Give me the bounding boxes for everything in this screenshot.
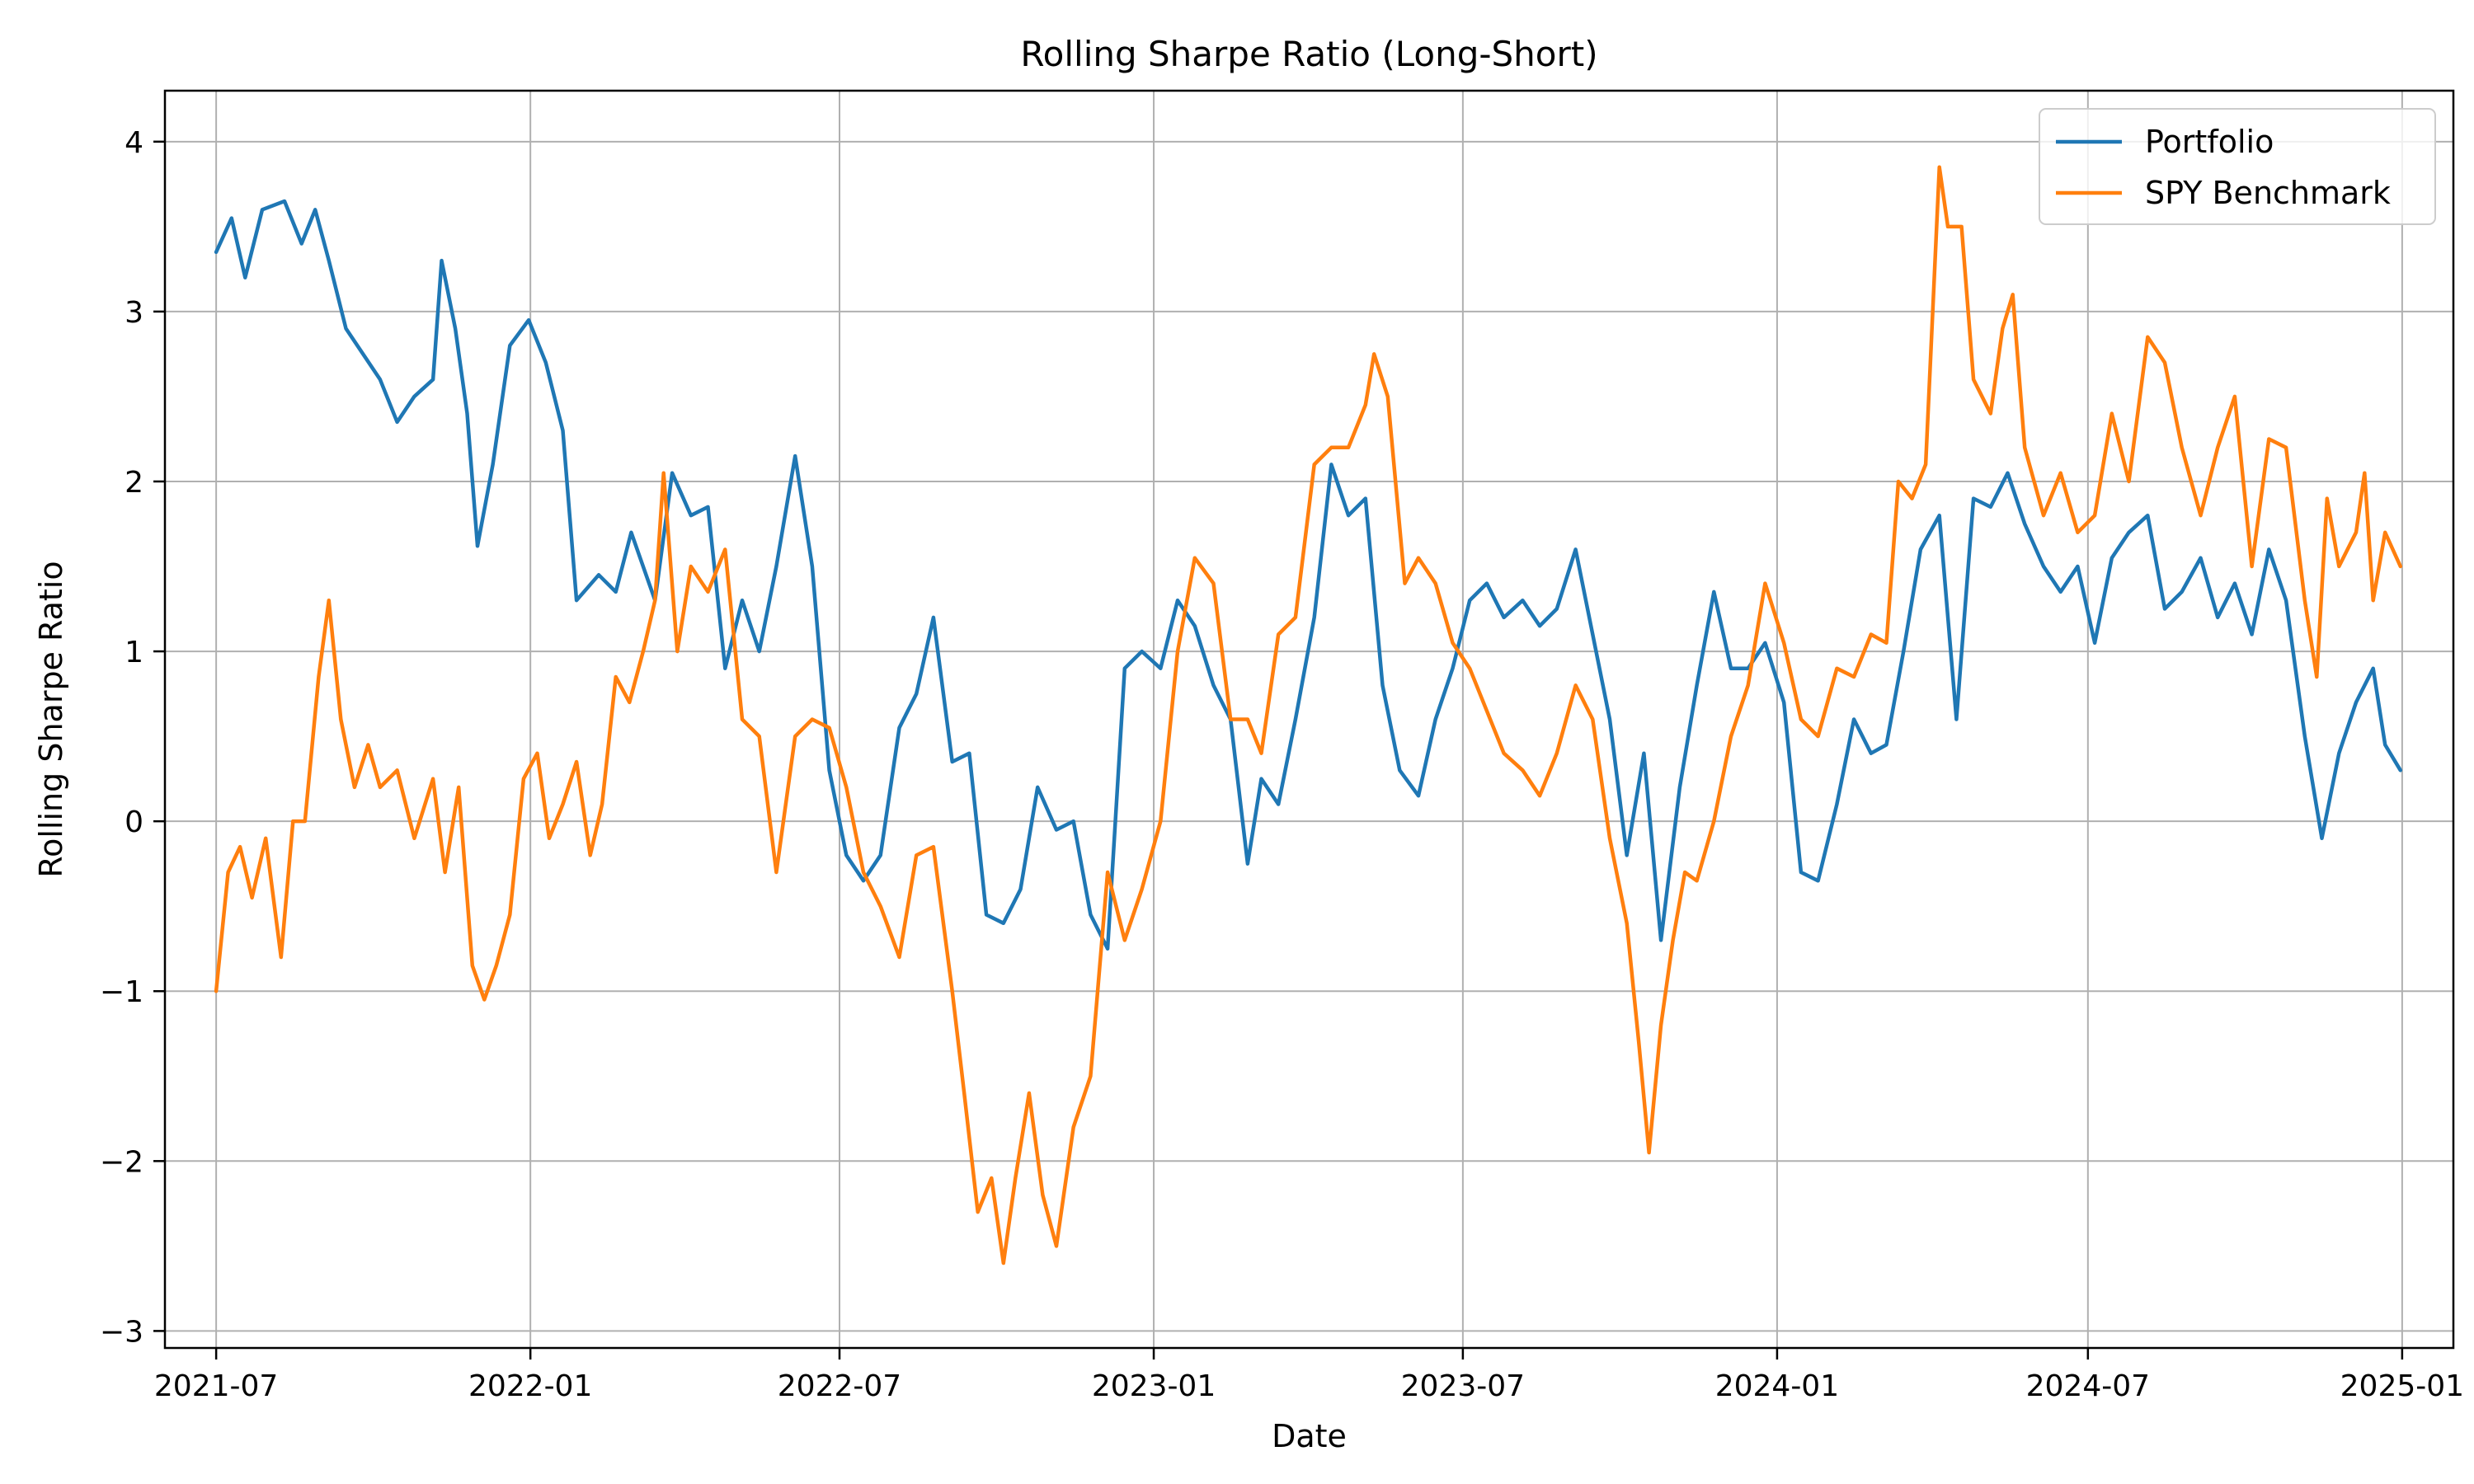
ticks: 2021-07 2022-01 2022-07 2023-01 2023-07 2024-… [100,126,2464,1403]
x-tick-label: 2023-01 [1092,1369,1216,1403]
y-tick-label: −2 [100,1145,143,1179]
chart-title: Rolling Sharpe Ratio (Long-Short) [1020,34,1597,74]
legend-box [2039,108,2436,225]
x-axis-label: Date [1272,1418,1347,1454]
x-tick-label: 2023-07 [1401,1369,1525,1403]
y-tick-label: −3 [100,1315,143,1349]
series-line-spy-benchmark [214,165,2403,1266]
y-tick-label: 4 [125,126,143,160]
series-line-portfolio [214,199,2403,951]
x-tick-label: 2025-01 [2340,1369,2464,1403]
legend-label-spy-benchmark: SPY Benchmark [2145,175,2391,211]
grid [165,91,2453,1348]
plot-frame [163,89,2455,1350]
y-tick-label: 3 [125,296,143,330]
x-tick-label: 2022-01 [468,1369,592,1403]
y-tick-label: 2 [125,466,143,500]
series-group [214,165,2403,1266]
x-tick-label: 2021-07 [154,1369,278,1403]
x-tick-label: 2024-07 [2026,1369,2150,1403]
legend-label-portfolio: Portfolio [2145,124,2274,160]
y-tick-label: 0 [125,805,143,839]
x-tick-label: 2024-01 [1715,1369,1839,1403]
legend: Portfolio SPY Benchmark [2039,108,2436,225]
y-tick-label: 1 [125,636,143,669]
y-tick-label: −1 [100,975,143,1009]
x-tick-label: 2022-07 [778,1369,901,1403]
y-axis-label: Rolling Sharpe Ratio [33,561,69,877]
